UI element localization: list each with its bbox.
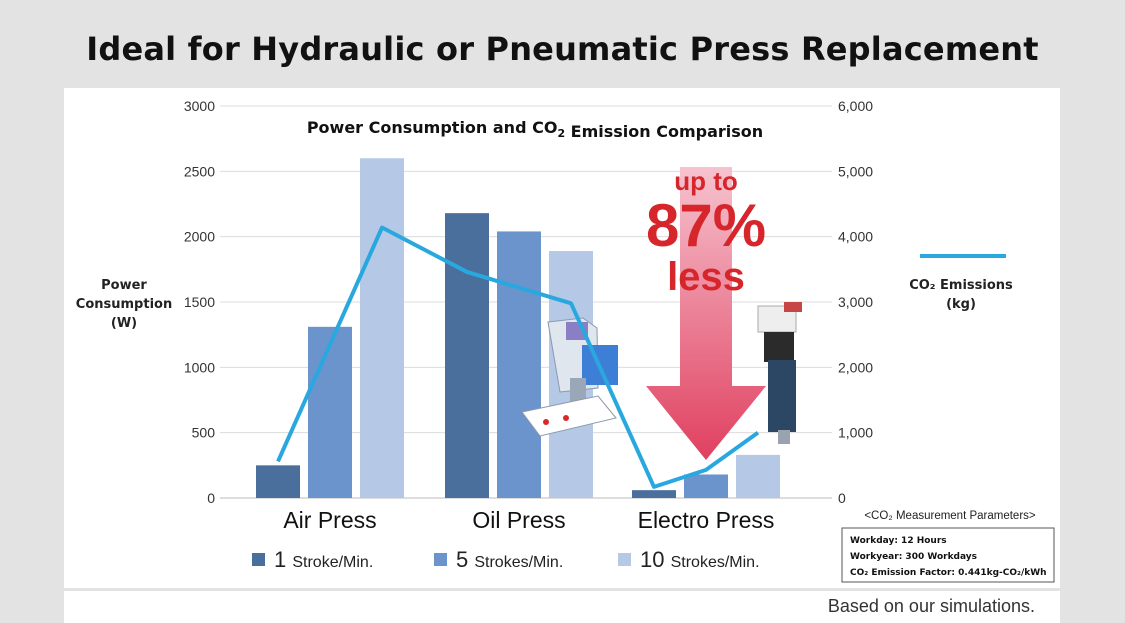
right-axis-title: CO₂ Emissions (kg) bbox=[909, 278, 1013, 312]
legend-label-10: 10 Strokes/Min. bbox=[640, 547, 760, 572]
reduction-callout: up to 87% less bbox=[646, 166, 766, 299]
footer-band bbox=[64, 591, 1060, 623]
chart-title: Power Consumption and CO2 Emission Compa… bbox=[307, 118, 763, 141]
measurement-parameters: <CO₂ Measurement Parameters> Workday: 12… bbox=[841, 510, 1055, 583]
legend-swatch-1 bbox=[252, 553, 265, 566]
y-axis-right: 0 1,000 2,000 3,000 4,000 5,000 6,000 bbox=[838, 98, 873, 506]
y2-tick-label: 5,000 bbox=[838, 163, 873, 179]
reduction-arrow-shape bbox=[646, 167, 766, 460]
press-illustrations bbox=[521, 302, 802, 444]
bar-legend: 1 Stroke/Min. 5 Strokes/Min. 10 Strokes/Mi… bbox=[252, 547, 760, 572]
bar-electro-press-1-per-min bbox=[632, 490, 676, 498]
legend-label-5: 5 Strokes/Min. bbox=[456, 547, 563, 572]
category-label-air-press: Air Press bbox=[283, 507, 376, 533]
param-workday: Workday: 12 Hours bbox=[850, 536, 947, 546]
params-header: <CO₂ Measurement Parameters> bbox=[864, 510, 1036, 522]
param-emission-factor: CO₂ Emission Factor: 0.441kg-CO₂/kWh bbox=[850, 568, 1047, 578]
co2-emissions-line bbox=[276, 225, 760, 489]
y2-tick-label: 6,000 bbox=[838, 98, 873, 114]
y-tick-label: 2500 bbox=[184, 163, 215, 179]
params-box bbox=[841, 527, 1055, 583]
legend-swatch-10 bbox=[618, 553, 631, 566]
right-axis-title-line: CO₂ Emissions bbox=[909, 278, 1013, 293]
left-axis-title-line: (W) bbox=[111, 316, 137, 331]
y2-tick-label: 4,000 bbox=[838, 229, 873, 245]
category-label-oil-press: Oil Press bbox=[472, 507, 565, 533]
y-tick-label: 1500 bbox=[184, 294, 215, 310]
y-tick-label: 2000 bbox=[184, 229, 215, 245]
param-workyear: Workyear: 300 Workdays bbox=[850, 552, 977, 562]
category-label-electro-press: Electro Press bbox=[638, 507, 775, 533]
callout-up-to: up to bbox=[674, 166, 738, 196]
callout-less: less bbox=[667, 255, 745, 299]
bar-electro-press-5-per-min bbox=[684, 474, 728, 498]
bar-oil-press-5-per-min bbox=[497, 231, 541, 498]
y-tick-label: 500 bbox=[192, 425, 216, 441]
left-axis-title-line: Power bbox=[101, 278, 147, 293]
left-axis-title-line: Consumption bbox=[76, 297, 172, 312]
bar-oil-press-1-per-min bbox=[445, 213, 489, 498]
simulation-footnote: Based on our simulations. bbox=[827, 596, 1035, 616]
right-axis-title-line: (kg) bbox=[946, 297, 976, 312]
y-tick-label: 0 bbox=[207, 490, 215, 506]
page-title: Ideal for Hydraulic or Pneumatic Press R… bbox=[86, 30, 1039, 68]
y-tick-label: 1000 bbox=[184, 359, 215, 375]
bar-air-press-5-per-min bbox=[308, 326, 352, 498]
legend-swatch-5 bbox=[434, 553, 447, 566]
y-tick-label: 3000 bbox=[184, 98, 215, 114]
y2-tick-label: 0 bbox=[838, 490, 846, 506]
y2-tick-label: 1,000 bbox=[838, 425, 873, 441]
y-axis-left: 0 500 1000 1500 2000 2500 3000 bbox=[184, 98, 215, 506]
left-axis-title: Power Consumption (W) bbox=[76, 278, 172, 331]
bar-air-press-10-per-min bbox=[360, 158, 404, 498]
y2-tick-label: 3,000 bbox=[838, 294, 873, 310]
bars bbox=[256, 158, 780, 498]
bar-air-press-1-per-min bbox=[256, 465, 300, 498]
callout-percent: 87% bbox=[646, 192, 766, 259]
y2-tick-label: 2,000 bbox=[838, 359, 873, 375]
category-labels: Air Press Oil Press Electro Press bbox=[283, 507, 774, 533]
legend-label-1: 1 Stroke/Min. bbox=[274, 547, 373, 572]
reduction-arrow bbox=[646, 167, 766, 460]
electro-press-image bbox=[757, 302, 802, 444]
bar-electro-press-10-per-min bbox=[736, 454, 780, 498]
